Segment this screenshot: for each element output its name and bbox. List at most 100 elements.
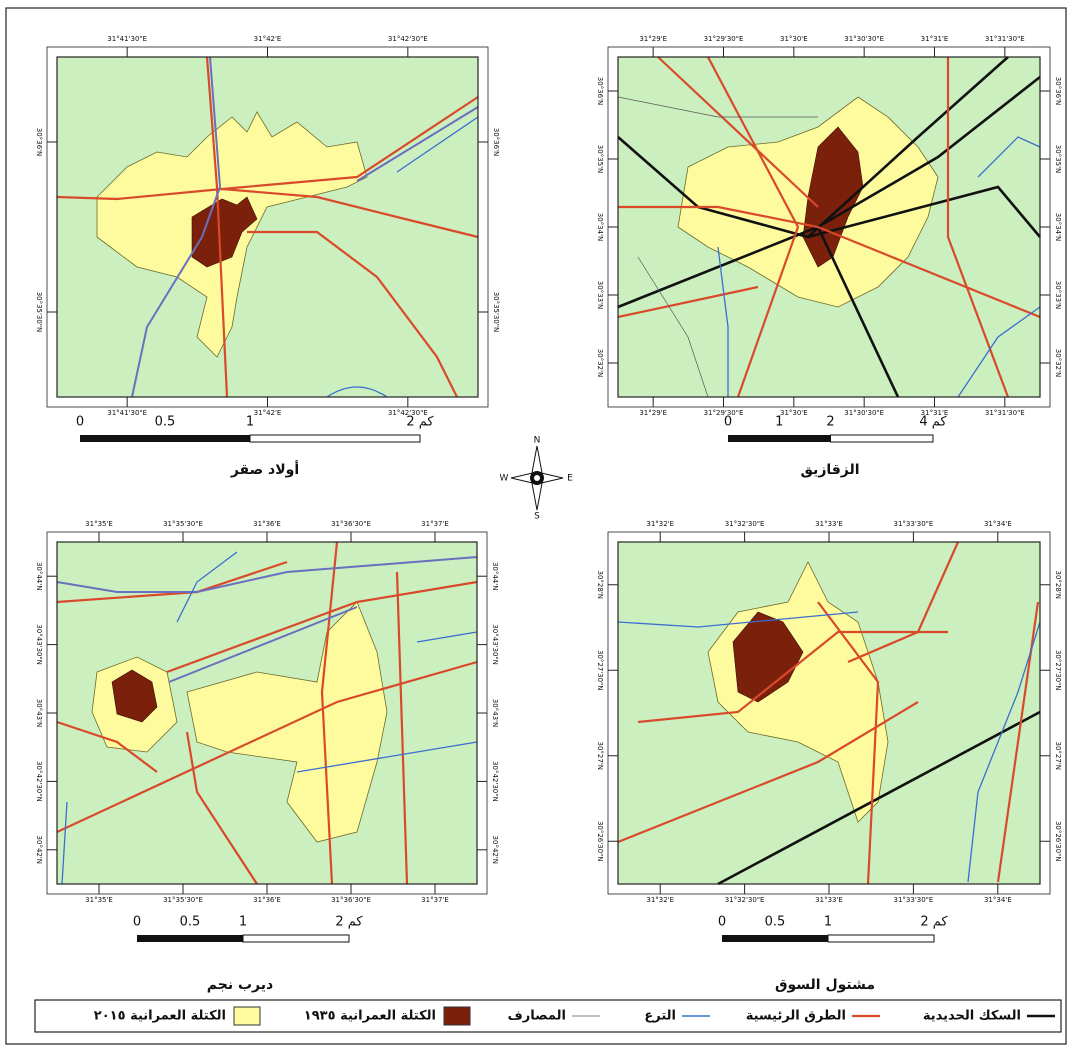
coord-label: 30°27'30"N xyxy=(596,650,604,691)
compass-s: S xyxy=(534,512,540,522)
coord-label: 30°43'30"N xyxy=(35,624,43,665)
coord-label: 31°36'30"E xyxy=(331,896,371,904)
scale-bar-black xyxy=(137,935,243,942)
coord-label: 30°42'N xyxy=(35,836,43,864)
coord-label: 31°30'30"E xyxy=(844,409,884,417)
scale-bar-black xyxy=(728,435,831,442)
legend-label: الكتلة العمرانية ٢٠١٥ xyxy=(94,1009,226,1024)
map-body xyxy=(57,57,478,397)
coord-label: 31°33'E xyxy=(815,520,843,528)
scale-label: 4 كم xyxy=(919,415,947,430)
coord-label: 31°36'30"E xyxy=(331,520,371,528)
coord-label: 30°33'N xyxy=(596,281,604,309)
coord-label: 31°33'30"E xyxy=(894,896,934,904)
coord-label: 30°33'N xyxy=(1054,281,1062,309)
map-title: أولاد صقر xyxy=(230,460,299,478)
map-body xyxy=(618,57,1040,397)
legend-label: السكك الحديدية xyxy=(923,1009,1021,1024)
coord-label: 31°36'E xyxy=(253,896,281,904)
coord-label: 30°35'N xyxy=(596,145,604,173)
coord-label: 31°35'30"E xyxy=(163,520,203,528)
coord-label: 31°31'E xyxy=(921,35,949,43)
coord-label: 30°43'30"N xyxy=(491,624,499,665)
map-title: ديرب نجم xyxy=(207,977,273,993)
scale-label: 0 xyxy=(76,415,84,430)
compass-w: W xyxy=(500,474,509,484)
map-title: الزقازيق xyxy=(800,462,859,478)
figure: 31°41'30"E 31°42'E 31°42'30"E 31°41'30"E 31°… xyxy=(0,0,1073,1052)
coord-label: 31°37'E xyxy=(421,520,449,528)
coord-label: 31°41'30"E xyxy=(107,409,147,417)
coord-label: 31°29'E xyxy=(639,409,667,417)
coord-label: 30°35'30"N xyxy=(492,292,500,333)
coord-label: 30°34'N xyxy=(596,213,604,241)
coord-label: 31°30'30"E xyxy=(844,35,884,43)
coord-label: 31°30'E xyxy=(780,409,808,417)
coord-label: 31°34'E xyxy=(984,896,1012,904)
coord-label: 30°26'30"N xyxy=(1054,821,1062,862)
coord-label: 31°35'30"E xyxy=(163,896,203,904)
map-title: مشتول السوق xyxy=(775,977,875,993)
coord-label: 30°35'N xyxy=(1054,145,1062,173)
coord-label: 31°41'30"E xyxy=(107,35,147,43)
compass-n: N xyxy=(534,436,541,446)
coord-label: 31°34'E xyxy=(984,520,1012,528)
scale-bar-white xyxy=(828,935,934,942)
coord-label: 30°32'N xyxy=(596,349,604,377)
coord-label: 31°32'E xyxy=(646,520,674,528)
scale-label: 0.5 xyxy=(765,915,786,930)
scale-bar-black xyxy=(80,435,250,442)
compass-dot xyxy=(534,475,540,481)
legend-symbol xyxy=(234,1007,260,1025)
coord-label: 31°32'E xyxy=(646,896,674,904)
coord-label: 31°29'30"E xyxy=(704,35,744,43)
coord-label: 31°42'E xyxy=(254,35,282,43)
scale-bar-black xyxy=(722,935,828,942)
coord-label: 30°36'N xyxy=(596,77,604,105)
coord-label: 30°27'N xyxy=(1054,742,1062,770)
coord-label: 31°36'E xyxy=(253,520,281,528)
coord-label: 30°42'30"N xyxy=(35,761,43,802)
scale-label: 1 xyxy=(824,915,832,930)
coord-label: 30°44'N xyxy=(491,562,499,590)
coord-label: 30°36'N xyxy=(1054,77,1062,105)
legend-symbol xyxy=(444,1007,470,1025)
coord-label: 30°36'N xyxy=(492,128,500,156)
coord-label: 31°33'E xyxy=(815,896,843,904)
coord-label: 30°27'30"N xyxy=(1054,650,1062,691)
coord-label: 31°32'30"E xyxy=(725,896,765,904)
coord-label: 31°35'E xyxy=(85,520,113,528)
coord-label: 30°43'N xyxy=(35,699,43,727)
coord-label: 31°31'30"E xyxy=(985,409,1025,417)
scale-bar-white xyxy=(243,935,349,942)
scale-label: 2 كم xyxy=(920,915,948,930)
coord-label: 30°35'30"N xyxy=(35,292,43,333)
coord-label: 31°42'30"E xyxy=(388,35,428,43)
scale-label: 1 xyxy=(775,415,783,430)
coord-label: 30°27'N xyxy=(596,742,604,770)
coord-label: 31°35'E xyxy=(85,896,113,904)
coord-label: 31°37'E xyxy=(421,896,449,904)
scale-label: 1 xyxy=(239,915,247,930)
coord-label: 30°28'N xyxy=(596,571,604,599)
coord-label: 31°31'30"E xyxy=(985,35,1025,43)
compass-e: E xyxy=(567,474,573,484)
scale-label: 1 xyxy=(246,415,254,430)
coord-label: 30°34'N xyxy=(1054,213,1062,241)
map-body xyxy=(57,542,477,884)
legend-label: الكتلة العمرانية ١٩٣٥ xyxy=(304,1009,436,1024)
coord-label: 30°26'30"N xyxy=(596,821,604,862)
coord-label: 31°30'E xyxy=(780,35,808,43)
coord-label: 30°28'N xyxy=(1054,571,1062,599)
legend-label: الترع xyxy=(644,1009,676,1024)
coord-label: 30°36'N xyxy=(35,128,43,156)
coord-label: 31°32'30"E xyxy=(725,520,765,528)
coord-label: 31°29'E xyxy=(639,35,667,43)
scale-label: 0 xyxy=(724,415,732,430)
coord-label: 31°33'30"E xyxy=(894,520,934,528)
scale-label: 0 xyxy=(718,915,726,930)
coord-label: 30°44'N xyxy=(35,562,43,590)
scale-label: 0.5 xyxy=(155,415,176,430)
scale-label: 0 xyxy=(133,915,141,930)
coord-label: 30°42'30"N xyxy=(491,761,499,802)
